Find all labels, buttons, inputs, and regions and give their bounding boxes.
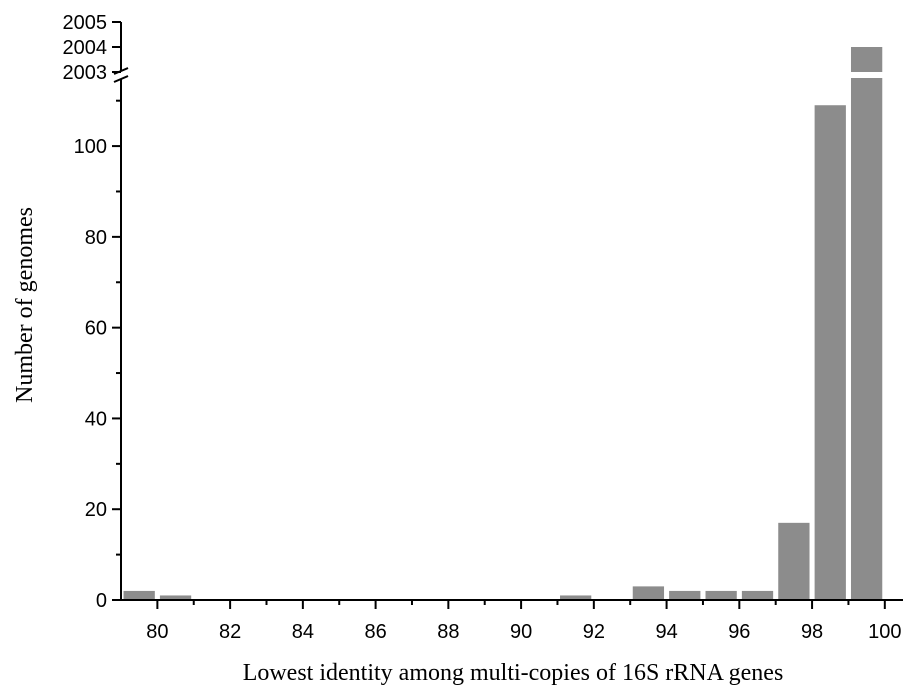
y-tick-label: 40 bbox=[85, 408, 107, 430]
y-axis-title: Number of genomes bbox=[12, 207, 38, 403]
x-tick-label: 98 bbox=[801, 621, 823, 643]
bar-upper-part bbox=[850, 47, 883, 72]
axes bbox=[113, 22, 903, 601]
axis-break-mark bbox=[113, 75, 129, 83]
bar bbox=[560, 595, 592, 600]
x-tick-label: 80 bbox=[146, 621, 168, 643]
y-tick-label: 20 bbox=[85, 499, 107, 521]
bar bbox=[741, 590, 774, 600]
bar bbox=[669, 590, 701, 600]
x-axis-title: Lowest identity among multi-copies of 16… bbox=[243, 660, 784, 686]
y-tick-label-upper: 2004 bbox=[63, 37, 108, 59]
bars bbox=[123, 47, 883, 601]
bar bbox=[778, 522, 810, 600]
x-tick-label: 94 bbox=[655, 621, 677, 643]
x-tick-label: 90 bbox=[510, 621, 532, 643]
x-tick-label: 100 bbox=[868, 621, 901, 643]
y-tick-label: 80 bbox=[85, 227, 107, 249]
x-tick-label: 82 bbox=[219, 621, 241, 643]
y-tick-label-upper: 2003 bbox=[63, 62, 108, 84]
bar bbox=[814, 105, 846, 601]
y-tick-label: 0 bbox=[96, 590, 107, 612]
bar bbox=[159, 595, 192, 600]
x-tick-label: 88 bbox=[437, 621, 459, 643]
bar bbox=[632, 586, 665, 600]
y-tick-label-upper: 2005 bbox=[63, 12, 108, 34]
ticks: 80 82 84 86 88 90 92 94 96 98 100 0 20 40 60 80 100 2003 2… bbox=[63, 12, 902, 643]
y-tick-label: 100 bbox=[74, 136, 107, 158]
x-tick-label: 92 bbox=[583, 621, 605, 643]
bar bbox=[123, 590, 155, 600]
bar-lower-part bbox=[850, 78, 883, 600]
bar bbox=[705, 590, 737, 600]
y-tick-label: 60 bbox=[85, 318, 107, 340]
x-tick-label: 84 bbox=[292, 621, 314, 643]
x-tick-label: 86 bbox=[364, 621, 386, 643]
x-tick-label: 96 bbox=[728, 621, 750, 643]
